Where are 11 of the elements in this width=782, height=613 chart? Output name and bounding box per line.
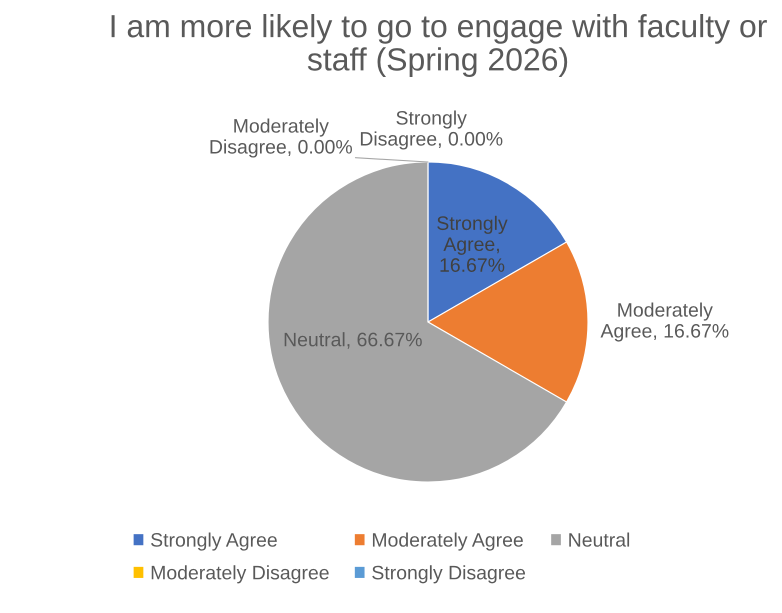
legend-label: Strongly Disagree [372,565,526,584]
text: Moderately Disagree, 0.00% [210,118,352,158]
data-label: Neutral, 66.67% [284,332,422,349]
legend-label: Moderately Agree [372,532,523,551]
legend-label: Moderately Disagree [152,565,329,584]
text: Strongly Disagree, 0.00% [360,110,502,150]
data-label: Strongly Agree, 16.67% [437,216,508,272]
chart-title: I am more likely to go to engage with faculty or staff (Spring 2026) [112,14,767,78]
legend-label: Strongly Agree [151,532,277,551]
legend-label: Neutral [569,532,630,547]
data-label: Moderately Agree, 16.67% [600,302,728,342]
